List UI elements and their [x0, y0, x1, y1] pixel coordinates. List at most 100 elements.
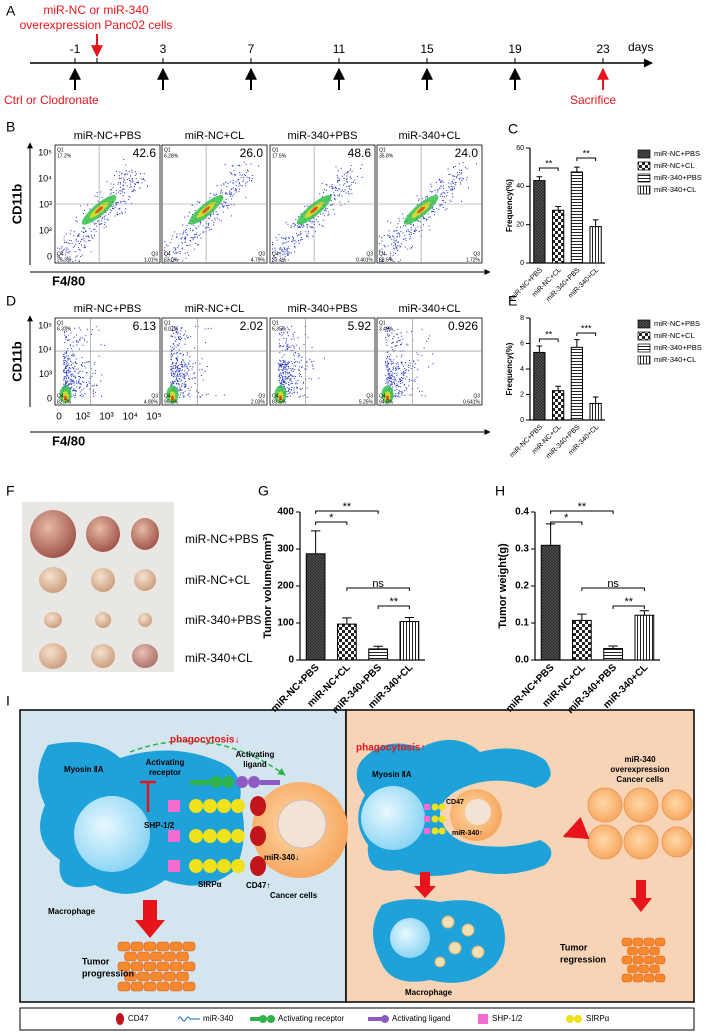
event-dot	[387, 335, 389, 337]
event-dot	[178, 335, 180, 337]
event-dot	[391, 382, 393, 384]
event-dot	[414, 366, 416, 368]
event-dot	[421, 229, 423, 231]
quadrant-name: Q4	[379, 393, 386, 399]
event-dot	[79, 339, 81, 341]
axis-label: F4/80	[52, 273, 85, 288]
event-dot	[120, 183, 122, 185]
event-dot	[307, 336, 309, 338]
event-dot	[82, 376, 84, 378]
event-dot	[398, 233, 400, 235]
event-dot	[186, 244, 188, 246]
event-dot	[79, 205, 81, 207]
event-dot	[294, 223, 296, 225]
event-dot	[191, 213, 193, 215]
event-dot	[410, 232, 412, 234]
event-dot	[78, 382, 80, 384]
event-dot	[290, 225, 292, 227]
event-dot	[431, 185, 433, 187]
event-dot	[396, 233, 398, 235]
legend-swatch	[637, 319, 651, 329]
event-dot	[385, 330, 387, 332]
event-dot	[438, 179, 440, 181]
event-dot	[94, 195, 96, 197]
event-dot	[294, 361, 296, 363]
event-dot	[68, 372, 70, 374]
event-dot	[193, 248, 195, 250]
event-dot	[184, 366, 186, 368]
event-dot	[438, 208, 440, 210]
quadrant-name: Q4	[272, 251, 279, 257]
event-dot	[348, 193, 350, 195]
event-dot	[406, 388, 408, 390]
event-dot	[283, 379, 285, 381]
event-dot	[173, 345, 175, 347]
event-dot	[280, 384, 282, 386]
event-dot	[182, 334, 184, 336]
event-dot	[76, 363, 78, 365]
event-dot	[327, 214, 329, 216]
event-dot	[350, 168, 352, 170]
shape	[431, 827, 439, 835]
event-dot	[385, 374, 387, 376]
event-dot	[282, 384, 284, 386]
event-dot	[386, 368, 388, 370]
event-dot	[65, 365, 67, 367]
event-dot	[142, 178, 144, 180]
event-dot	[244, 175, 246, 177]
event-dot	[245, 182, 247, 184]
event-dot	[85, 246, 87, 248]
event-dot	[179, 364, 181, 366]
event-dot	[385, 358, 387, 360]
event-dot	[190, 237, 192, 239]
event-dot	[174, 371, 176, 373]
event-dot	[221, 192, 223, 194]
event-dot	[446, 195, 448, 197]
flow-plot	[376, 317, 483, 406]
event-dot	[409, 378, 411, 380]
event-dot	[63, 236, 65, 238]
event-dot	[96, 192, 98, 194]
event-dot	[213, 222, 215, 224]
event-dot	[128, 178, 130, 180]
event-dot	[286, 396, 288, 398]
tumor-cell	[143, 981, 157, 992]
event-dot	[285, 236, 287, 238]
event-dot	[128, 199, 130, 201]
event-dot	[413, 223, 415, 225]
event-dot	[181, 366, 183, 368]
event-dot	[185, 375, 187, 377]
event-dot	[283, 331, 285, 333]
event-dot	[179, 380, 181, 382]
event-dot	[91, 236, 93, 238]
event-dot	[85, 230, 87, 232]
flow-plot	[161, 144, 268, 264]
event-dot	[348, 185, 350, 187]
event-dot	[196, 244, 198, 246]
event-dot	[288, 329, 290, 331]
event-dot	[400, 361, 402, 363]
event-dot	[176, 381, 178, 383]
day-label: 23	[596, 42, 610, 56]
event-dot	[214, 195, 216, 197]
event-dot	[351, 170, 353, 172]
tumor-cell	[182, 961, 196, 972]
event-dot	[381, 261, 383, 262]
event-dot	[349, 156, 351, 158]
event-dot	[171, 374, 173, 376]
event-dot	[75, 394, 77, 396]
event-dot	[293, 353, 295, 355]
event-dot	[437, 190, 439, 192]
event-dot	[333, 192, 335, 194]
event-dot	[203, 219, 205, 221]
event-dot	[84, 228, 86, 230]
event-dot	[281, 350, 283, 352]
event-dot	[357, 175, 359, 177]
event-dot	[401, 354, 403, 356]
event-dot	[200, 222, 202, 224]
event-dot	[406, 230, 408, 232]
event-dot	[135, 177, 137, 179]
panel-i: I phagocytosis↓ Myosin ⅡA Activating rec…	[6, 693, 695, 1031]
event-dot	[284, 381, 286, 383]
event-dot	[282, 378, 284, 380]
